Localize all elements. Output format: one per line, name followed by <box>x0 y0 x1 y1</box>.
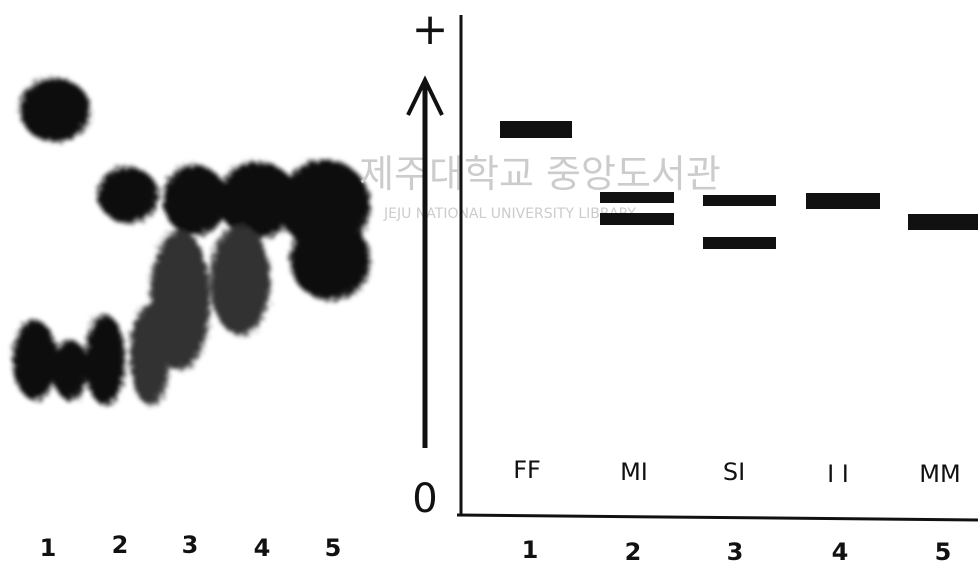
lane-label: 4 <box>832 538 849 563</box>
band <box>703 237 776 249</box>
diagram-lane-labels: 1 2 3 4 5 <box>522 536 952 563</box>
lane-label: 3 <box>727 538 744 563</box>
band <box>703 195 776 206</box>
lane-label: 1 <box>522 536 539 563</box>
schematic <box>406 15 978 522</box>
gel-lane-labels: 1 2 3 4 5 <box>40 531 342 562</box>
x-axis <box>456 513 978 522</box>
band <box>500 121 572 138</box>
band <box>600 213 674 225</box>
band <box>600 192 674 203</box>
plus-label: + <box>412 4 449 55</box>
watermark-korean: 제주대학교 중앙도서관 <box>359 152 721 196</box>
lane-label: 2 <box>625 538 642 563</box>
lane-label: 4 <box>254 534 271 562</box>
lane-label: 3 <box>182 531 199 559</box>
genotype-label: MI <box>620 458 648 486</box>
bands <box>500 121 978 249</box>
genotype-label: SI <box>723 458 745 486</box>
arrow-head <box>406 75 444 116</box>
genotype-label: I I <box>827 460 849 488</box>
watermark-english: JEJU NATIONAL UNIVERSITY LIBRARY <box>383 206 636 222</box>
gel-photo <box>13 78 370 405</box>
lane-label: 2 <box>112 531 129 559</box>
lane-label: 5 <box>935 538 952 563</box>
lane-label: 1 <box>40 534 57 562</box>
genotype-label: FF <box>513 456 541 484</box>
band <box>806 193 880 209</box>
lane-label: 5 <box>325 534 342 562</box>
genotype-labels: FF MI SI I I MM <box>513 456 961 488</box>
band <box>908 214 978 230</box>
genotype-label: MM <box>919 460 960 488</box>
zero-label: 0 <box>412 476 437 522</box>
